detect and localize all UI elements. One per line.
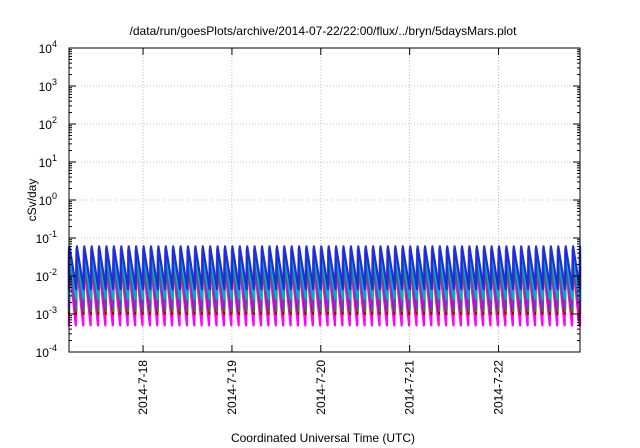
y-tick-label: 10-2	[36, 267, 57, 284]
chart-title: /data/run/goesPlots/archive/2014-07-22/2…	[130, 24, 518, 38]
x-tick-label: 2014-7-21	[403, 360, 417, 415]
series-line	[67, 245, 582, 291]
x-tick-label: 2014-7-20	[314, 360, 328, 415]
y-axis-title: cSv/day	[25, 179, 39, 222]
x-tick-label: 2014-7-19	[225, 360, 239, 415]
x-tick-label: 2014-7-22	[492, 360, 506, 415]
y-tick-label: 10-1	[36, 229, 57, 246]
series-group	[67, 245, 582, 327]
y-tick-label: 104	[39, 39, 57, 56]
y-tick-label: 101	[39, 153, 57, 170]
x-axis: 2014-7-18 2014-7-19 2014-7-20 2014-7-21 2014…	[136, 48, 506, 415]
y-tick-label: 102	[39, 115, 57, 132]
y-tick-label: 100	[39, 191, 57, 208]
x-axis-title: Coordinated Universal Time (UTC)	[231, 431, 415, 445]
y-tick-label: 10-3	[36, 305, 57, 322]
y-tick-label: 103	[39, 77, 57, 94]
y-tick-label: 10-4	[36, 343, 57, 360]
x-tick-label: 2014-7-18	[136, 360, 150, 415]
y-axis: 10-4 10-3 10-2 10-1 100 101 102 103 104	[36, 39, 580, 360]
